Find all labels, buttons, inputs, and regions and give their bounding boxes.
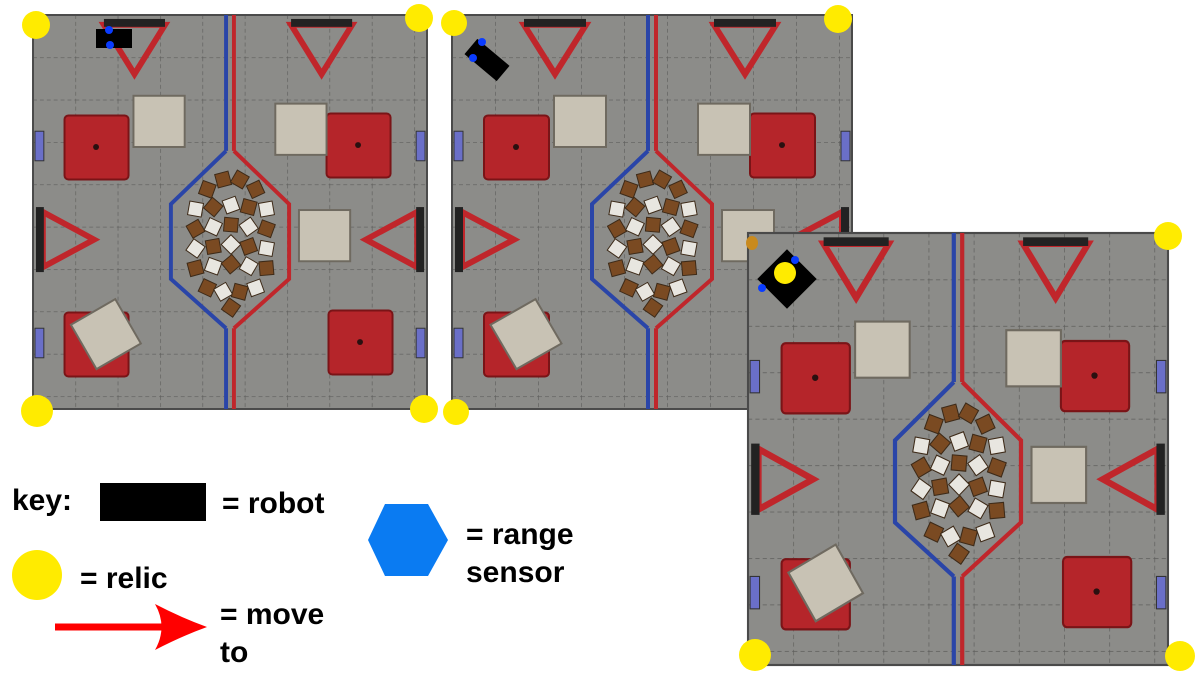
legend-relic-icon: [12, 550, 62, 600]
legend-robot-swatch: [100, 483, 206, 521]
range-sensor-icon: [478, 38, 486, 46]
range-sensor-icon: [105, 26, 113, 34]
range-sensor-icon: [469, 54, 477, 62]
relic-icon: [1165, 641, 1195, 671]
range-sensor-icon: [791, 256, 799, 264]
robot-2: [464, 38, 510, 82]
relic-icon: [774, 262, 796, 284]
relic-icon: [443, 399, 469, 425]
legend-move-arrow: [55, 604, 207, 650]
range-sensor-icon: [758, 284, 766, 292]
field-panel-3: [739, 222, 1195, 671]
legend-range-sensor-icon: [368, 504, 448, 576]
relic-icon: [22, 11, 50, 39]
field-panel-1: [21, 4, 438, 427]
legend-sensor-label: = range sensor: [466, 518, 574, 589]
field-panel-2: [441, 5, 852, 425]
relic-icon: [441, 10, 467, 36]
range-sensor-icon: [106, 41, 114, 49]
relic-icon: [824, 5, 852, 33]
legend-relic-label: = relic: [80, 562, 168, 595]
legend-move-label: = move to: [220, 598, 325, 669]
relic-icon: [1154, 222, 1182, 250]
relic-icon: [21, 395, 53, 427]
relic-icon: [739, 639, 771, 671]
relic-icon: [410, 395, 438, 423]
legend-robot-label: = robot: [222, 487, 325, 520]
relic-icon: [405, 4, 433, 32]
legend-key-label: key:: [12, 484, 73, 517]
robot-1: [96, 29, 132, 48]
